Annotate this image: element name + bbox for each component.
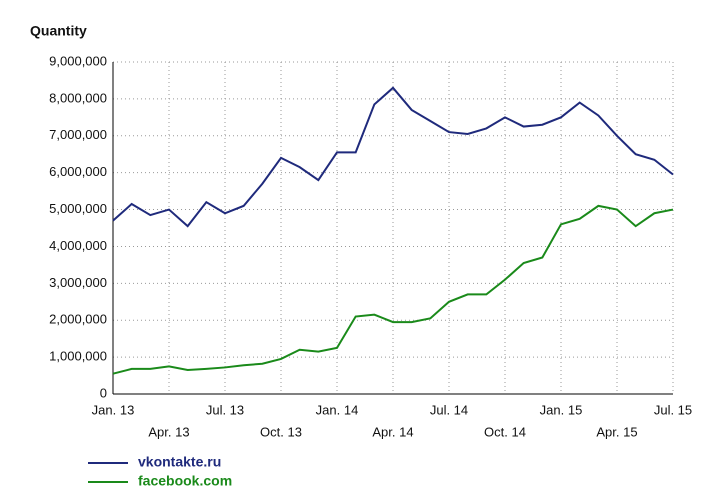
x-tick-label: Apr. 13 bbox=[148, 424, 189, 439]
x-tick-label: Oct. 13 bbox=[260, 424, 302, 439]
x-tick-label: Jan. 13 bbox=[92, 402, 135, 417]
x-tick-label: Apr. 14 bbox=[372, 424, 413, 439]
chart-title: Quantity bbox=[30, 23, 87, 39]
plot-area bbox=[112, 61, 674, 395]
y-tick-label: 1,000,000 bbox=[49, 349, 107, 364]
data-line bbox=[112, 204, 674, 375]
y-tick-label: 9,000,000 bbox=[49, 53, 107, 68]
y-tick-label: 7,000,000 bbox=[49, 127, 107, 142]
y-tick-label: 4,000,000 bbox=[49, 238, 107, 253]
y-tick-label: 6,000,000 bbox=[49, 164, 107, 179]
x-tick-label: Jan. 14 bbox=[316, 402, 359, 417]
legend-label: facebook.com bbox=[138, 473, 232, 489]
y-tick-label: 3,000,000 bbox=[49, 275, 107, 290]
x-tick-label: Jul. 13 bbox=[206, 402, 244, 417]
y-tick-label: 8,000,000 bbox=[49, 90, 107, 105]
legend-label: vkontakte.ru bbox=[138, 454, 221, 470]
data-line bbox=[112, 86, 674, 228]
x-tick-label: Jul. 14 bbox=[430, 402, 468, 417]
y-tick-label: 0 bbox=[100, 385, 107, 400]
x-tick-label: Jan. 15 bbox=[540, 402, 583, 417]
x-tick-label: Apr. 15 bbox=[596, 424, 637, 439]
x-tick-label: Jul. 15 bbox=[654, 402, 692, 417]
y-tick-label: 5,000,000 bbox=[49, 201, 107, 216]
y-tick-label: 2,000,000 bbox=[49, 312, 107, 327]
x-tick-label: Oct. 14 bbox=[484, 424, 526, 439]
